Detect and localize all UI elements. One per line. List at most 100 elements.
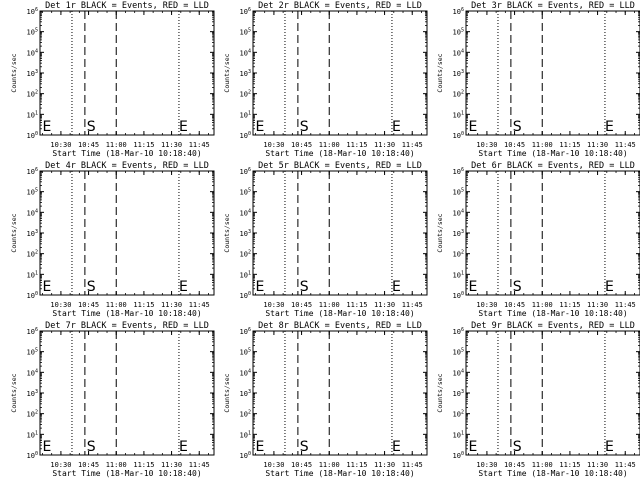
y-tick-label: 105: [453, 348, 464, 357]
x-tick-label: 11:00: [532, 461, 553, 469]
end-marker: E: [255, 119, 264, 135]
y-tick-label: 102: [27, 250, 38, 259]
y-tick-label: 106: [453, 327, 464, 336]
x-tick-label: 10:45: [291, 301, 312, 309]
y-tick-label: 104: [27, 368, 38, 377]
x-tick-label: 11:45: [402, 461, 423, 469]
y-tick-label: 106: [453, 167, 464, 176]
x-axis-title: Start Time (18-Mar-10 10:18:40): [478, 309, 627, 318]
y-tick-label: 104: [453, 368, 464, 377]
start-marker: S: [513, 279, 522, 295]
x-axis-title: Start Time (18-Mar-10 10:18:40): [52, 149, 201, 158]
y-tick-label: 102: [27, 90, 38, 99]
y-tick-label: 101: [453, 270, 464, 279]
y-tick-label: 100: [453, 451, 464, 460]
x-tick-label: 11:30: [587, 141, 608, 149]
plot-title: Det 7r BLACK = Events, RED = LLD: [45, 321, 209, 331]
y-tick-label: 105: [240, 348, 251, 357]
x-tick-label: 11:45: [615, 301, 636, 309]
x-tick-label: 11:30: [374, 301, 395, 309]
y-axis-title: Counts/sec: [436, 53, 444, 92]
y-axis-title: Counts/sec: [436, 373, 444, 412]
x-tick-label: 10:30: [476, 301, 497, 309]
x-axis-title: Start Time (18-Mar-10 10:18:40): [265, 309, 414, 318]
y-tick-label: 105: [27, 28, 38, 37]
y-tick-label: 105: [240, 28, 251, 37]
y-tick-label: 104: [240, 48, 251, 57]
x-tick-label: 11:45: [189, 461, 210, 469]
x-tick-label: 11:00: [319, 461, 340, 469]
y-tick-label: 101: [453, 110, 464, 119]
x-tick-label: 11:45: [402, 301, 423, 309]
x-tick-label: 10:45: [504, 461, 525, 469]
x-tick-label: 11:30: [587, 301, 608, 309]
y-axis-title: Counts/sec: [223, 53, 231, 92]
end-marker: E: [255, 439, 264, 455]
y-tick-label: 103: [453, 389, 464, 398]
x-tick-label: 11:45: [402, 141, 423, 149]
y-tick-label: 103: [27, 389, 38, 398]
x-tick-label: 11:15: [346, 461, 367, 469]
y-tick-label: 102: [240, 410, 251, 419]
y-tick-label: 106: [27, 327, 38, 336]
y-tick-label: 104: [27, 208, 38, 217]
x-tick-label: 11:30: [161, 141, 182, 149]
plot-frame: [39, 10, 215, 136]
x-tick-label: 11:45: [615, 461, 636, 469]
y-tick-label: 100: [240, 131, 251, 140]
y-axis-title: Counts/sec: [10, 373, 18, 412]
y-tick-label: 106: [240, 167, 251, 176]
plot-frame: [465, 170, 640, 296]
x-axis-title: Start Time (18-Mar-10 10:18:40): [265, 469, 414, 478]
end-marker: E: [392, 119, 401, 135]
x-tick-label: 11:45: [189, 301, 210, 309]
y-axis-title: Counts/sec: [223, 213, 231, 252]
end-marker: E: [179, 439, 188, 455]
plot-frame: [252, 10, 428, 136]
start-marker: S: [300, 279, 309, 295]
y-tick-label: 102: [240, 250, 251, 259]
y-tick-label: 100: [27, 451, 38, 460]
x-tick-label: 10:45: [78, 461, 99, 469]
plot-title: Det 6r BLACK = Events, RED = LLD: [471, 161, 635, 171]
y-tick-label: 102: [453, 410, 464, 419]
y-tick-label: 106: [240, 7, 251, 16]
x-tick-label: 10:45: [504, 301, 525, 309]
y-tick-label: 105: [453, 188, 464, 197]
x-tick-label: 11:15: [559, 141, 580, 149]
plot-title: Det 5r BLACK = Events, RED = LLD: [258, 161, 422, 171]
x-tick-label: 11:15: [346, 301, 367, 309]
y-axis-title: Counts/sec: [10, 53, 18, 92]
x-tick-label: 10:30: [50, 301, 71, 309]
y-axis-title: Counts/sec: [223, 373, 231, 412]
start-marker: S: [87, 439, 96, 455]
end-marker: E: [42, 119, 51, 135]
x-axis-title: Start Time (18-Mar-10 10:18:40): [478, 149, 627, 158]
y-tick-label: 101: [240, 430, 251, 439]
x-axis-title: Start Time (18-Mar-10 10:18:40): [265, 149, 414, 158]
y-tick-label: 101: [27, 270, 38, 279]
plot-title: Det 9r BLACK = Events, RED = LLD: [471, 321, 635, 331]
x-tick-label: 11:00: [319, 141, 340, 149]
start-marker: S: [513, 119, 522, 135]
y-tick-label: 106: [240, 327, 251, 336]
end-marker: E: [605, 439, 614, 455]
y-tick-label: 106: [453, 7, 464, 16]
y-tick-label: 100: [453, 291, 464, 300]
y-tick-label: 103: [27, 229, 38, 238]
y-tick-label: 105: [27, 348, 38, 357]
end-marker: E: [392, 279, 401, 295]
x-tick-label: 11:45: [189, 141, 210, 149]
y-tick-label: 103: [453, 229, 464, 238]
y-tick-label: 104: [27, 48, 38, 57]
end-marker: E: [42, 279, 51, 295]
y-tick-label: 102: [453, 90, 464, 99]
x-tick-label: 11:30: [161, 301, 182, 309]
x-tick-label: 11:00: [532, 141, 553, 149]
x-tick-label: 11:30: [161, 461, 182, 469]
x-tick-label: 10:45: [504, 141, 525, 149]
plot-title: Det 1r BLACK = Events, RED = LLD: [45, 1, 209, 11]
x-tick-label: 10:30: [50, 461, 71, 469]
x-tick-label: 11:00: [106, 141, 127, 149]
x-tick-label: 11:15: [559, 301, 580, 309]
